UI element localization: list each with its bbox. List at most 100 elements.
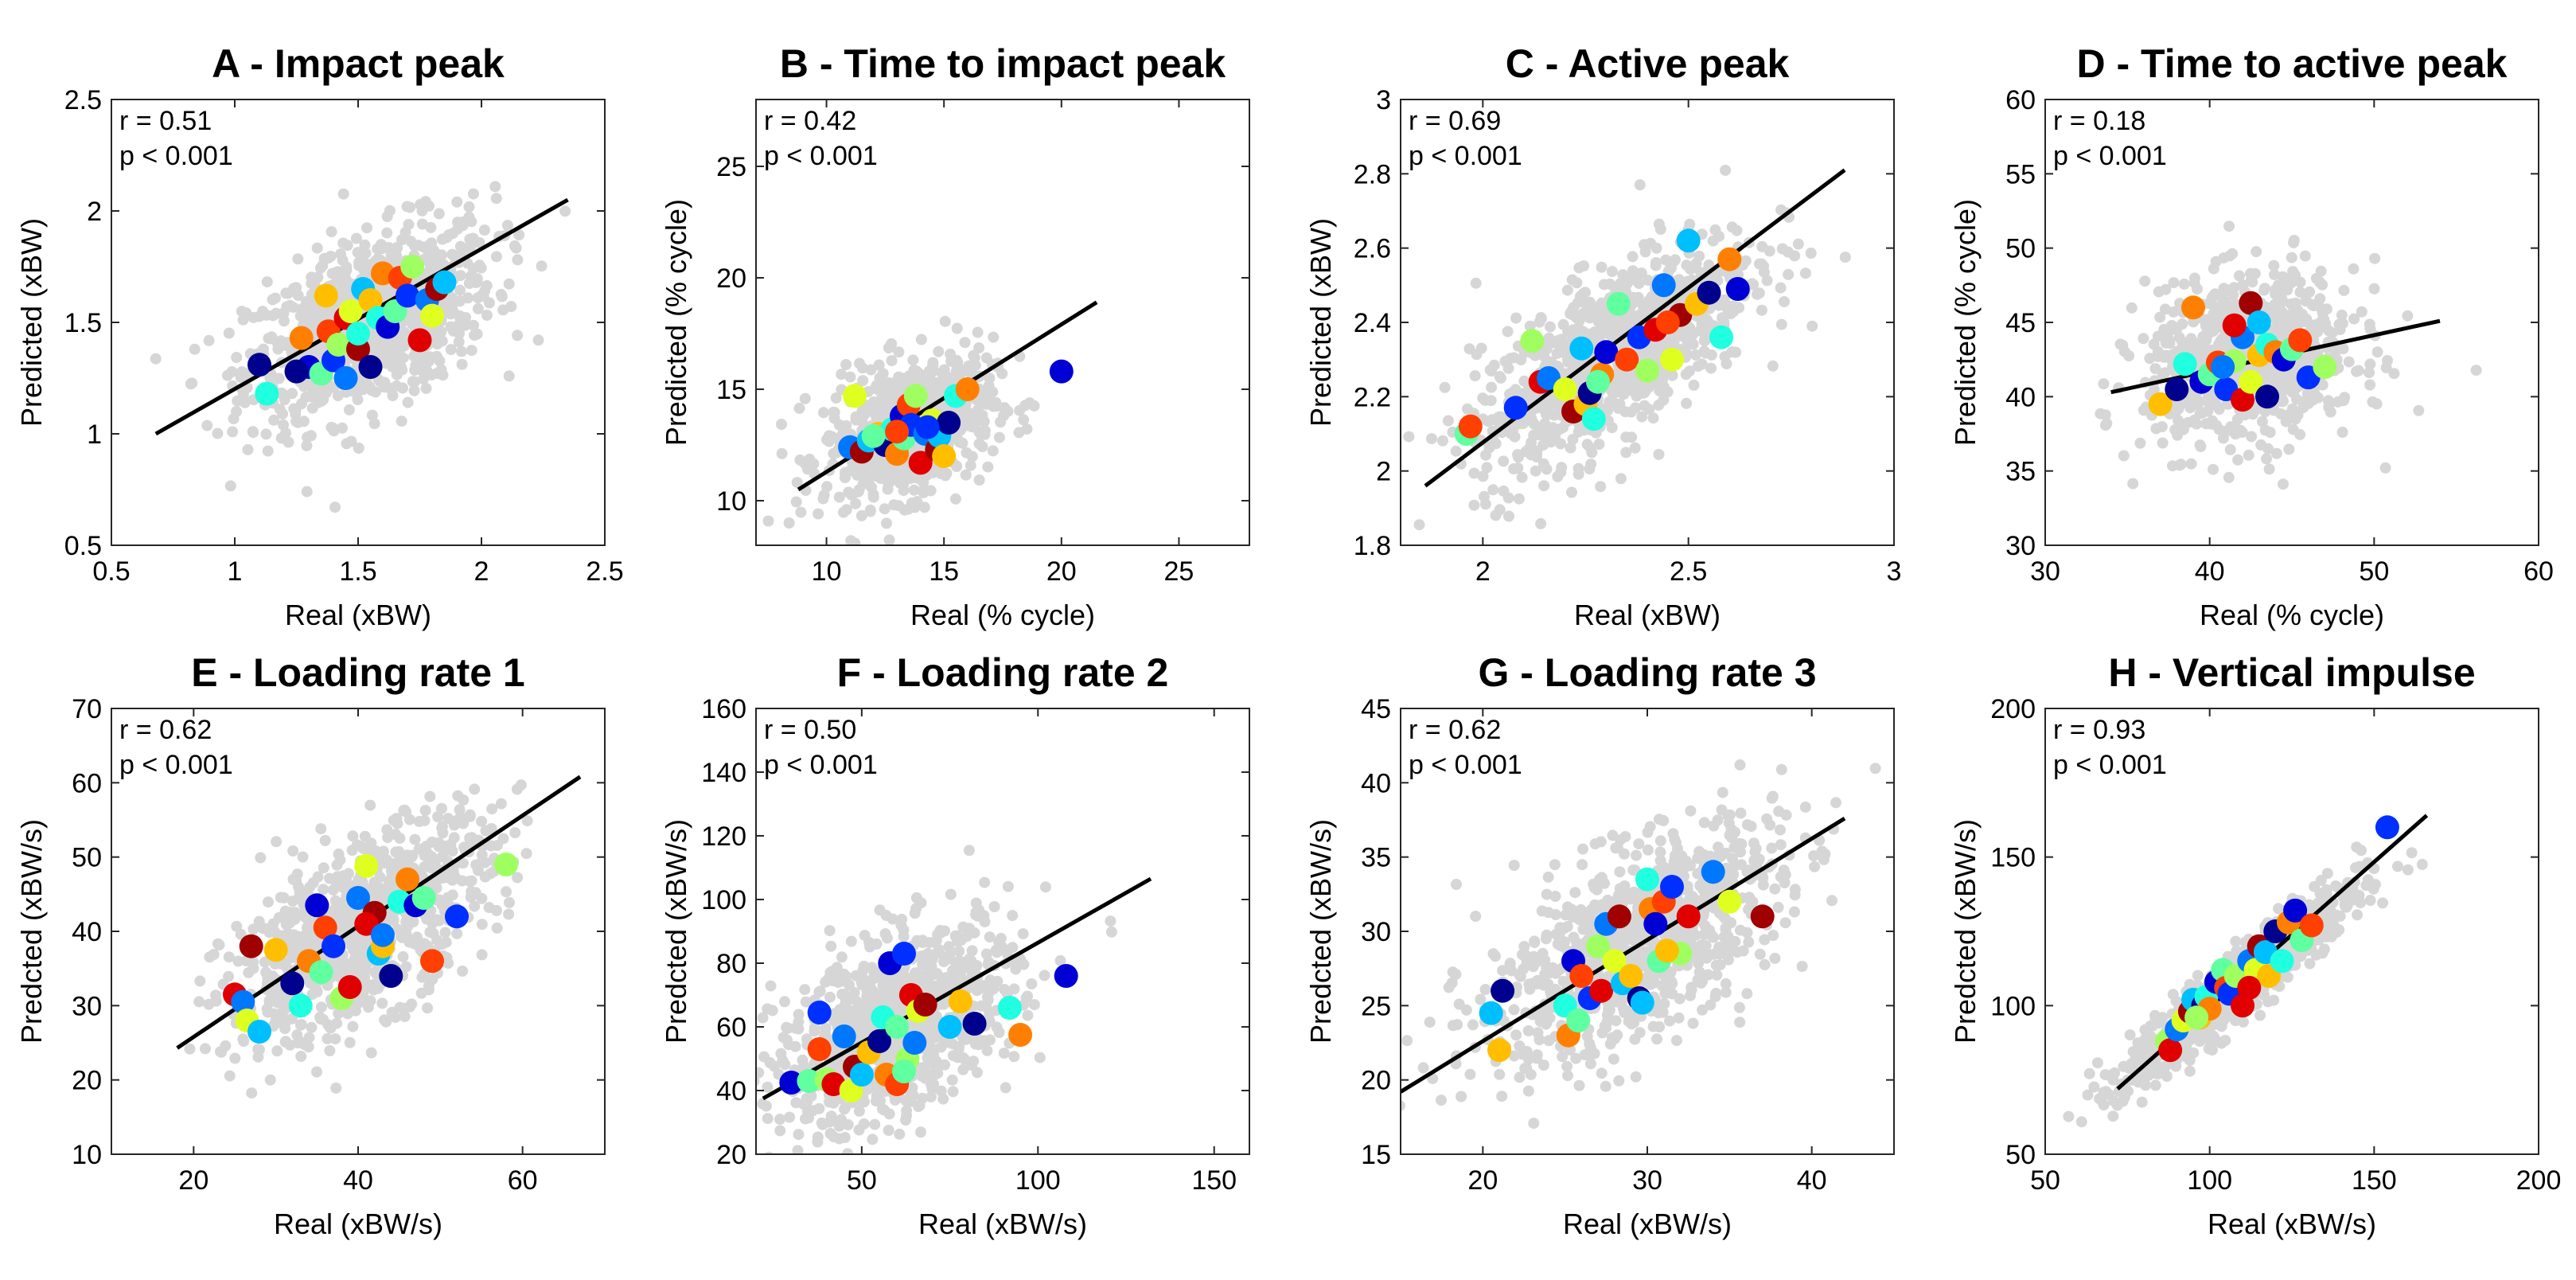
panel-title: C - Active peak bbox=[1506, 41, 1790, 86]
background-point bbox=[416, 218, 428, 230]
background-point bbox=[273, 373, 285, 384]
background-point bbox=[1775, 282, 1787, 294]
background-point bbox=[277, 408, 288, 420]
background-point bbox=[314, 1011, 326, 1023]
background-point bbox=[855, 509, 867, 521]
background-point bbox=[2164, 338, 2176, 349]
background-point bbox=[287, 845, 299, 857]
background-point bbox=[2134, 437, 2146, 449]
background-point bbox=[1626, 274, 1638, 286]
background-point bbox=[322, 384, 334, 396]
y-tick-label: 30 bbox=[2005, 531, 2036, 561]
background-point bbox=[446, 302, 458, 314]
data-point bbox=[309, 960, 333, 985]
background-point bbox=[2157, 369, 2169, 381]
background-point bbox=[419, 814, 431, 826]
background-point bbox=[1520, 446, 1532, 458]
background-point bbox=[322, 252, 334, 264]
data-point bbox=[955, 377, 980, 401]
background-point bbox=[2160, 349, 2172, 361]
background-point bbox=[2322, 395, 2334, 407]
background-point bbox=[431, 248, 442, 260]
background-point bbox=[840, 359, 852, 370]
background-point bbox=[821, 481, 833, 493]
x-tick-label: 60 bbox=[508, 1165, 538, 1196]
background-point bbox=[2173, 403, 2184, 415]
plot-area bbox=[150, 181, 571, 513]
y-tick-label: 0.5 bbox=[64, 531, 102, 561]
data-point bbox=[1594, 340, 1619, 365]
background-point bbox=[384, 205, 396, 217]
y-tick-label: 25 bbox=[716, 152, 746, 182]
background-point bbox=[1756, 240, 1768, 252]
background-point bbox=[2218, 252, 2230, 264]
x-tick-label: 20 bbox=[178, 1165, 208, 1196]
background-point bbox=[471, 276, 483, 288]
y-tick-label: 40 bbox=[72, 917, 102, 947]
background-point bbox=[2098, 378, 2110, 390]
background-point bbox=[963, 360, 975, 372]
data-point bbox=[337, 975, 362, 999]
background-point bbox=[873, 359, 885, 371]
background-point bbox=[711, 1060, 723, 1071]
background-point bbox=[227, 426, 239, 438]
background-point bbox=[799, 392, 811, 404]
background-point bbox=[1637, 300, 1649, 312]
background-point bbox=[1697, 314, 1709, 326]
background-point bbox=[430, 338, 442, 349]
background-point bbox=[466, 345, 477, 357]
data-point bbox=[247, 353, 271, 377]
background-point bbox=[310, 983, 322, 995]
background-point bbox=[454, 310, 466, 322]
background-point bbox=[344, 1036, 356, 1048]
background-point bbox=[279, 1003, 291, 1015]
data-point bbox=[420, 949, 444, 974]
background-point bbox=[491, 840, 503, 852]
y-tick-label: 20 bbox=[72, 1066, 102, 1096]
background-point bbox=[419, 805, 431, 817]
background-point bbox=[2223, 471, 2235, 483]
data-point bbox=[1697, 280, 1721, 305]
background-point bbox=[496, 291, 508, 302]
y-tick-label: 2.8 bbox=[1354, 159, 1391, 189]
background-point bbox=[352, 247, 364, 259]
background-point bbox=[2258, 284, 2270, 296]
background-point bbox=[765, 980, 777, 992]
background-point bbox=[776, 419, 787, 430]
background-point bbox=[830, 392, 842, 404]
background-point bbox=[301, 380, 313, 392]
background-point bbox=[1621, 369, 1633, 380]
background-point bbox=[185, 378, 197, 390]
background-point bbox=[350, 232, 362, 244]
background-point bbox=[2126, 302, 2138, 314]
background-point bbox=[907, 354, 919, 366]
x-tick-label: 15 bbox=[929, 556, 959, 587]
background-point bbox=[2217, 432, 2229, 444]
background-point bbox=[1017, 928, 1029, 940]
background-point bbox=[2208, 318, 2220, 330]
data-point bbox=[2165, 377, 2189, 401]
background-point bbox=[466, 875, 477, 887]
background-point bbox=[1505, 427, 1517, 439]
background-point bbox=[2300, 295, 2312, 306]
data-point bbox=[247, 1020, 271, 1044]
y-tick-label: 20 bbox=[716, 263, 746, 294]
background-point bbox=[315, 823, 327, 835]
panel-title: B - Time to impact peak bbox=[780, 41, 1226, 86]
axes-box bbox=[755, 99, 1250, 546]
background-point bbox=[879, 503, 890, 515]
background-point bbox=[311, 242, 323, 254]
background-point bbox=[933, 345, 945, 357]
x-tick-label: 10 bbox=[812, 556, 842, 587]
x-tick-label: 0.5 bbox=[92, 556, 130, 587]
background-point bbox=[981, 389, 993, 401]
data-point bbox=[239, 934, 263, 958]
data-point bbox=[1569, 336, 1594, 361]
data-point bbox=[346, 322, 370, 345]
data-point bbox=[2222, 313, 2247, 338]
regression-line bbox=[154, 197, 569, 436]
background-point bbox=[2314, 293, 2326, 305]
background-point bbox=[2149, 363, 2161, 375]
r-value: r = 0.51 bbox=[119, 106, 212, 136]
data-point bbox=[2148, 392, 2173, 416]
